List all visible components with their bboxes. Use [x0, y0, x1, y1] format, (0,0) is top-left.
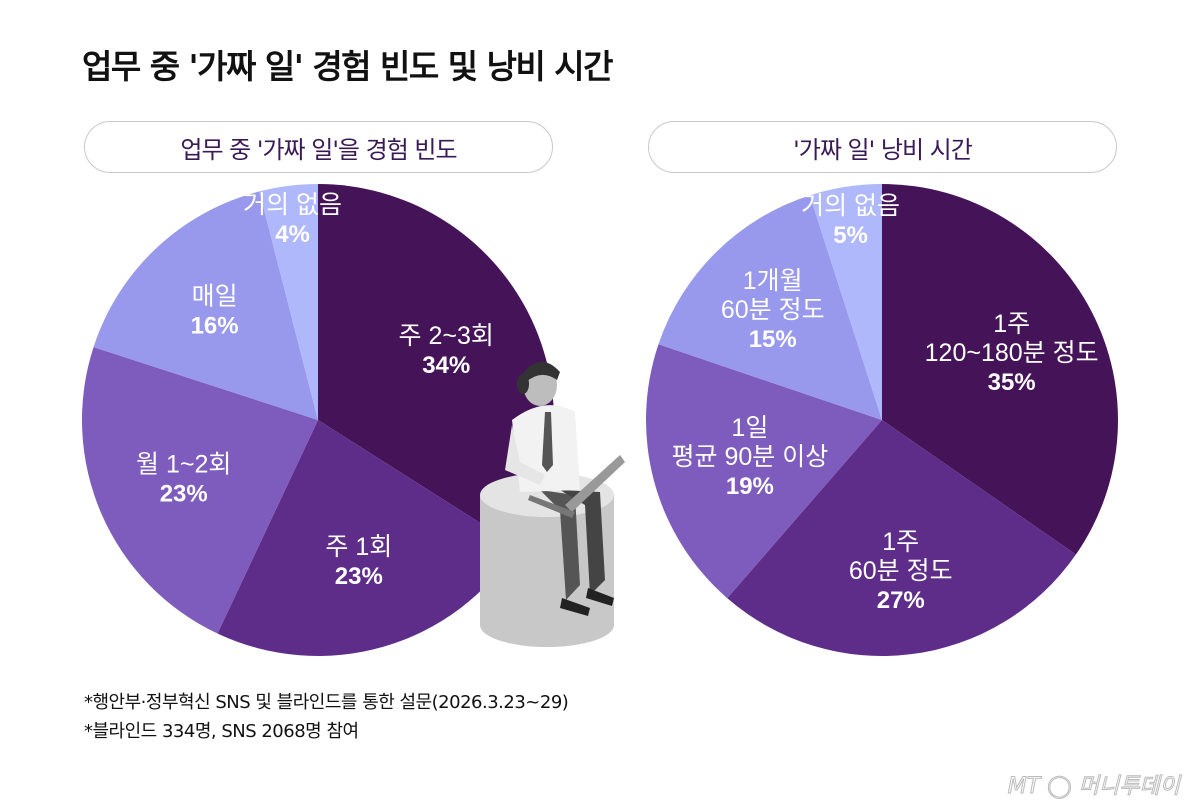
slice-label: 평균 90분 이상 — [672, 443, 829, 471]
pie-slice — [809, 184, 882, 420]
pie-slice — [81, 347, 318, 634]
slice-value-label: 15% — [749, 326, 797, 353]
footnote-sample: *블라인드 334명, SNS 2068명 참여 — [84, 721, 359, 742]
chart-title-wasted-time: '가짜 일' 낭비 시간 — [648, 121, 1117, 173]
slice-label: 1일 — [731, 414, 768, 442]
slice-value-label: 34% — [422, 352, 470, 379]
slice-label: 120~180분 정도 — [925, 339, 1099, 367]
footnote-source: *행안부·정부혁신 SNS 및 블라인드를 통한 설문(2026.3.23~29… — [84, 692, 569, 713]
slice-value-label: 23% — [335, 563, 383, 590]
pie-chart-1 — [646, 184, 1118, 656]
pie-slice — [259, 184, 318, 420]
slice-label: 1주 — [993, 310, 1030, 338]
slice-label: 거의 없음 — [801, 192, 900, 220]
slice-label: 거의 없음 — [243, 191, 342, 219]
slice-value-label: 16% — [191, 312, 239, 339]
slice-label: 1개월 — [743, 267, 803, 295]
slice-label: 주 1회 — [325, 533, 392, 561]
slice-label: 60분 정도 — [849, 557, 953, 585]
pie-slice — [318, 184, 554, 547]
slice-label: 월 1~2회 — [136, 451, 231, 479]
slice-value-label: 35% — [988, 369, 1036, 396]
slice-label: 1주 — [882, 528, 919, 556]
slice-value-label: 19% — [726, 473, 774, 500]
pie-slice — [217, 420, 518, 656]
pie-slice — [882, 184, 1118, 555]
slice-value-label: 27% — [877, 587, 925, 614]
slice-value-label: 5% — [833, 222, 868, 249]
person-laptop-illustration — [480, 361, 625, 647]
page-title: 업무 중 '가짜 일' 경험 빈도 및 낭비 시간 — [82, 47, 614, 86]
pie-slice — [727, 420, 1076, 656]
pie-slice — [93, 191, 318, 420]
slice-value-label: 4% — [275, 221, 310, 248]
slice-label: 60분 정도 — [721, 296, 825, 324]
chart-title-frequency: 업무 중 '가짜 일'을 경험 빈도 — [84, 121, 553, 173]
pie-slice — [658, 195, 882, 420]
pie-slice — [646, 344, 882, 599]
slice-label: 주 2~3회 — [399, 322, 494, 350]
pie-chart-0 — [81, 184, 554, 656]
slice-value-label: 23% — [160, 481, 208, 508]
logo: MT ◯ 머니투데이 — [1007, 774, 1180, 800]
slice-label: 매일 — [192, 282, 238, 310]
